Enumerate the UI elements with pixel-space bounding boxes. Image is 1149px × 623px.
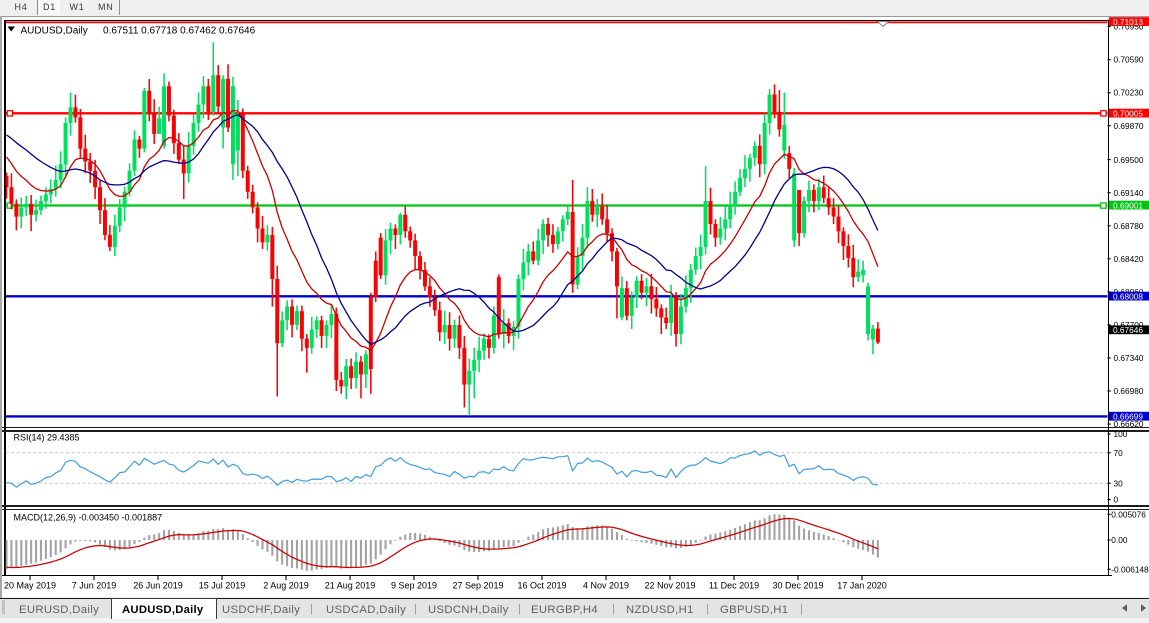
svg-text:0.68008: 0.68008 bbox=[1113, 292, 1143, 302]
svg-text:0.69001: 0.69001 bbox=[1113, 201, 1143, 211]
svg-text:0.68780: 0.68780 bbox=[1114, 221, 1144, 231]
svg-text:0.67700: 0.67700 bbox=[1114, 320, 1144, 330]
svg-text:17 Jan 2020: 17 Jan 2020 bbox=[837, 581, 887, 591]
svg-text:16 Oct 2019: 16 Oct 2019 bbox=[517, 581, 566, 591]
svg-text:0.69870: 0.69870 bbox=[1114, 121, 1144, 131]
svg-text:0.66980: 0.66980 bbox=[1114, 386, 1144, 396]
svg-text:0.69500: 0.69500 bbox=[1114, 155, 1144, 165]
svg-text:9 Sep 2019: 9 Sep 2019 bbox=[391, 581, 437, 591]
svg-text:0.00: 0.00 bbox=[1111, 535, 1128, 545]
svg-text:0.70950: 0.70950 bbox=[1114, 22, 1144, 32]
svg-text:0.67511 0.67718 0.67462 0.6764: 0.67511 0.67718 0.67462 0.67646 bbox=[103, 25, 256, 36]
svg-text:0.70005: 0.70005 bbox=[1113, 109, 1143, 119]
svg-text:2 Aug 2019: 2 Aug 2019 bbox=[263, 581, 309, 591]
svg-text:26 Jun 2019: 26 Jun 2019 bbox=[133, 581, 183, 591]
svg-text:RSI(14) 29.4385: RSI(14) 29.4385 bbox=[14, 433, 80, 443]
svg-text:22 Nov 2019: 22 Nov 2019 bbox=[644, 581, 695, 591]
svg-text:100: 100 bbox=[1114, 429, 1128, 439]
svg-text:AUDUSD,Daily: AUDUSD,Daily bbox=[21, 25, 88, 36]
svg-text:0.67646: 0.67646 bbox=[1113, 325, 1143, 335]
svg-text:MACD(12,26,9) -0.003450 -0.001: MACD(12,26,9) -0.003450 -0.001887 bbox=[14, 513, 163, 523]
svg-text:7 Jun 2019: 7 Jun 2019 bbox=[72, 581, 117, 591]
svg-text:0.66699: 0.66699 bbox=[1113, 412, 1143, 422]
svg-text:0.68420: 0.68420 bbox=[1114, 254, 1144, 264]
svg-text:21 Aug 2019: 21 Aug 2019 bbox=[325, 581, 376, 591]
svg-text:27 Sep 2019: 27 Sep 2019 bbox=[452, 581, 503, 591]
svg-text:0.005076: 0.005076 bbox=[1111, 510, 1146, 520]
svg-text:0: 0 bbox=[1114, 495, 1119, 505]
svg-text:20 May 2019: 20 May 2019 bbox=[4, 581, 56, 591]
svg-text:4 Nov 2019: 4 Nov 2019 bbox=[583, 581, 629, 591]
svg-text:0.66620: 0.66620 bbox=[1114, 419, 1144, 429]
svg-text:0.71013: 0.71013 bbox=[1113, 17, 1143, 27]
svg-text:0.70230: 0.70230 bbox=[1114, 88, 1144, 98]
svg-text:-0.006148: -0.006148 bbox=[1111, 564, 1149, 574]
svg-text:0.70590: 0.70590 bbox=[1114, 55, 1144, 65]
svg-text:0.69140: 0.69140 bbox=[1114, 188, 1144, 198]
svg-text:70: 70 bbox=[1114, 448, 1124, 458]
svg-text:30: 30 bbox=[1114, 478, 1124, 488]
svg-text:0.67340: 0.67340 bbox=[1114, 353, 1144, 363]
svg-text:11 Dec 2019: 11 Dec 2019 bbox=[709, 581, 759, 591]
svg-text:15 Jul 2019: 15 Jul 2019 bbox=[199, 581, 246, 591]
svg-text:30 Dec 2019: 30 Dec 2019 bbox=[772, 581, 823, 591]
